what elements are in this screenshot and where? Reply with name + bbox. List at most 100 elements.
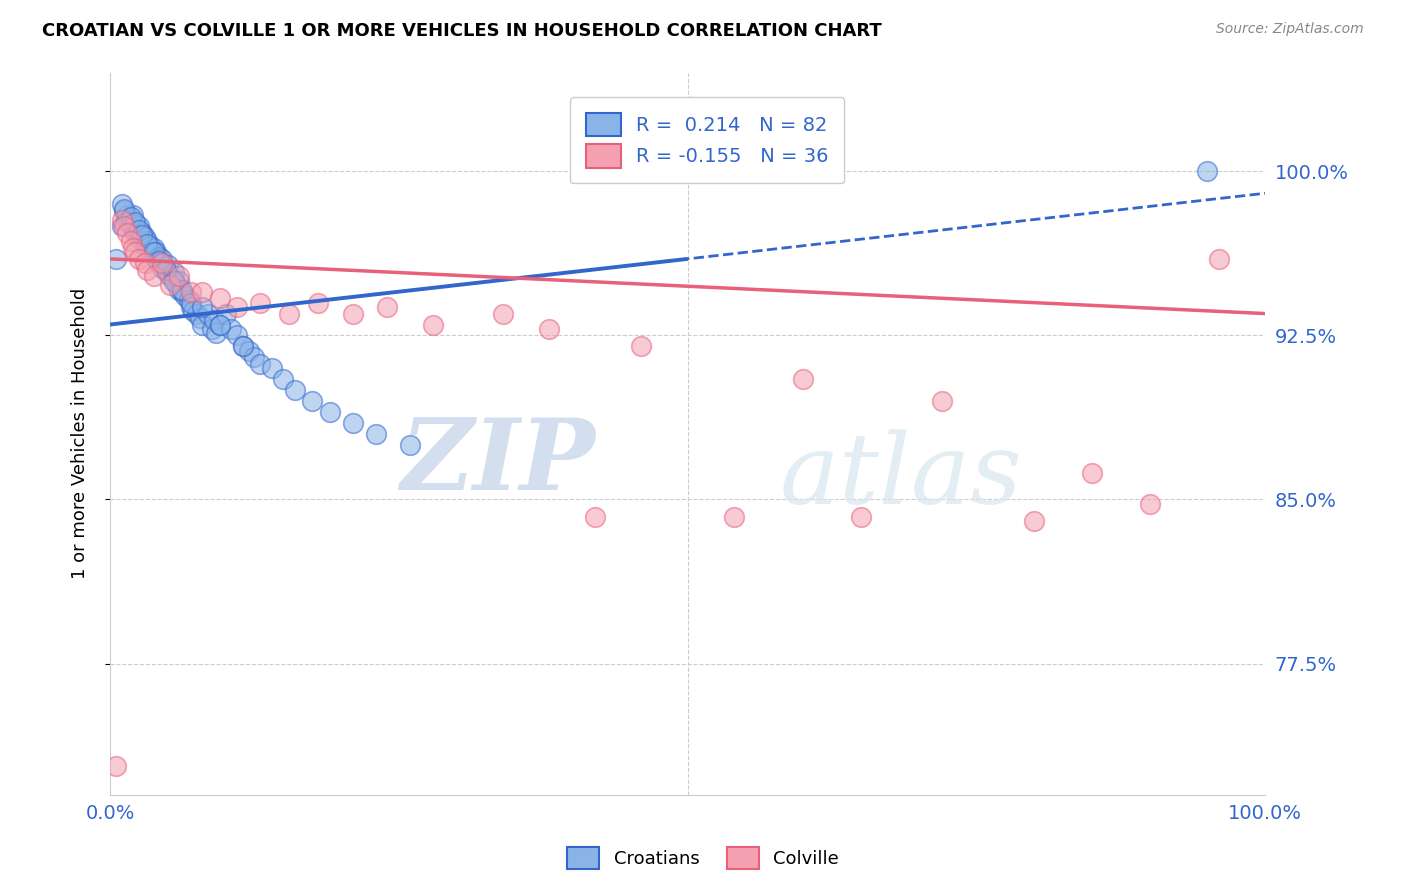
Point (131, 227, 153, 242)
Point (208, 318, 231, 332)
Point (155, 262, 177, 277)
Point (156, 267, 179, 281)
Point (112, 203, 135, 218)
Point (117, 208, 139, 222)
Point (124, 217, 146, 231)
Point (169, 283, 191, 297)
Point (208, 291, 231, 305)
Point (249, 357, 271, 371)
Point (145, 252, 167, 266)
Point (260, 361, 283, 376)
Point (307, 295, 329, 310)
Point (124, 215, 146, 229)
Point (128, 219, 150, 233)
Point (202, 313, 225, 327)
Point (1139, 497, 1161, 511)
Y-axis label: 1 or more Vehicles in Household: 1 or more Vehicles in Household (72, 288, 89, 580)
Point (318, 405, 340, 419)
Point (342, 416, 364, 430)
Point (117, 212, 139, 227)
Point (364, 426, 387, 441)
Point (128, 252, 150, 266)
Point (170, 283, 193, 297)
Point (159, 269, 181, 284)
Point (226, 328, 249, 343)
Point (931, 394, 953, 409)
Point (232, 339, 254, 353)
Point (111, 212, 134, 227)
Point (180, 300, 202, 314)
Point (120, 211, 142, 225)
Point (181, 304, 204, 318)
Point (723, 510, 745, 524)
Point (214, 307, 236, 321)
Point (139, 239, 162, 253)
Point (170, 285, 193, 299)
Point (136, 241, 159, 255)
Point (124, 226, 146, 240)
Point (169, 269, 191, 284)
Point (342, 307, 364, 321)
Point (166, 278, 188, 293)
Point (136, 236, 159, 251)
Point (1081, 467, 1104, 481)
Point (238, 343, 260, 358)
Point (375, 300, 398, 314)
Point (630, 339, 652, 353)
Point (162, 265, 184, 279)
Point (243, 351, 266, 365)
Point (143, 250, 166, 264)
Point (134, 256, 156, 270)
Point (201, 322, 224, 336)
Point (162, 274, 184, 288)
Point (145, 245, 167, 260)
Point (111, 219, 134, 233)
Point (104, 759, 127, 773)
Point (120, 235, 142, 249)
Point (492, 307, 515, 321)
Point (162, 274, 184, 288)
Point (104, 252, 127, 266)
Point (174, 289, 197, 303)
Point (143, 245, 166, 260)
Point (273, 372, 295, 386)
Point (122, 241, 145, 255)
Text: Source: ZipAtlas.com: Source: ZipAtlas.com (1216, 22, 1364, 37)
Point (155, 262, 177, 277)
Text: CROATIAN VS COLVILLE 1 OR MORE VEHICLES IN HOUSEHOLD CORRELATION CHART: CROATIAN VS COLVILLE 1 OR MORE VEHICLES … (42, 22, 882, 40)
Point (117, 226, 139, 240)
Point (169, 274, 191, 288)
Point (136, 235, 159, 249)
Point (134, 230, 156, 244)
Point (134, 239, 156, 253)
Point (232, 339, 254, 353)
Legend: R =  0.214   N = 82, R = -0.155   N = 36: R = 0.214 N = 82, R = -0.155 N = 36 (571, 97, 845, 184)
Text: atlas: atlas (780, 430, 1022, 524)
Point (422, 318, 444, 332)
Point (131, 235, 153, 249)
Point (849, 510, 872, 524)
Point (148, 250, 170, 264)
Point (156, 259, 179, 273)
Point (278, 307, 301, 321)
Point (120, 217, 142, 231)
Point (177, 293, 200, 308)
Point (249, 295, 271, 310)
Point (150, 256, 173, 270)
Point (131, 226, 153, 240)
Point (111, 197, 134, 211)
Point (143, 241, 166, 255)
Point (188, 310, 211, 325)
Point (301, 394, 323, 409)
Point (180, 295, 202, 310)
Point (122, 208, 145, 222)
Point (208, 318, 231, 332)
Point (122, 221, 145, 235)
Point (148, 256, 170, 270)
Point (1208, 252, 1230, 266)
Point (112, 202, 135, 216)
Point (159, 278, 181, 293)
Point (284, 383, 307, 397)
Point (583, 510, 606, 524)
Point (197, 307, 219, 321)
